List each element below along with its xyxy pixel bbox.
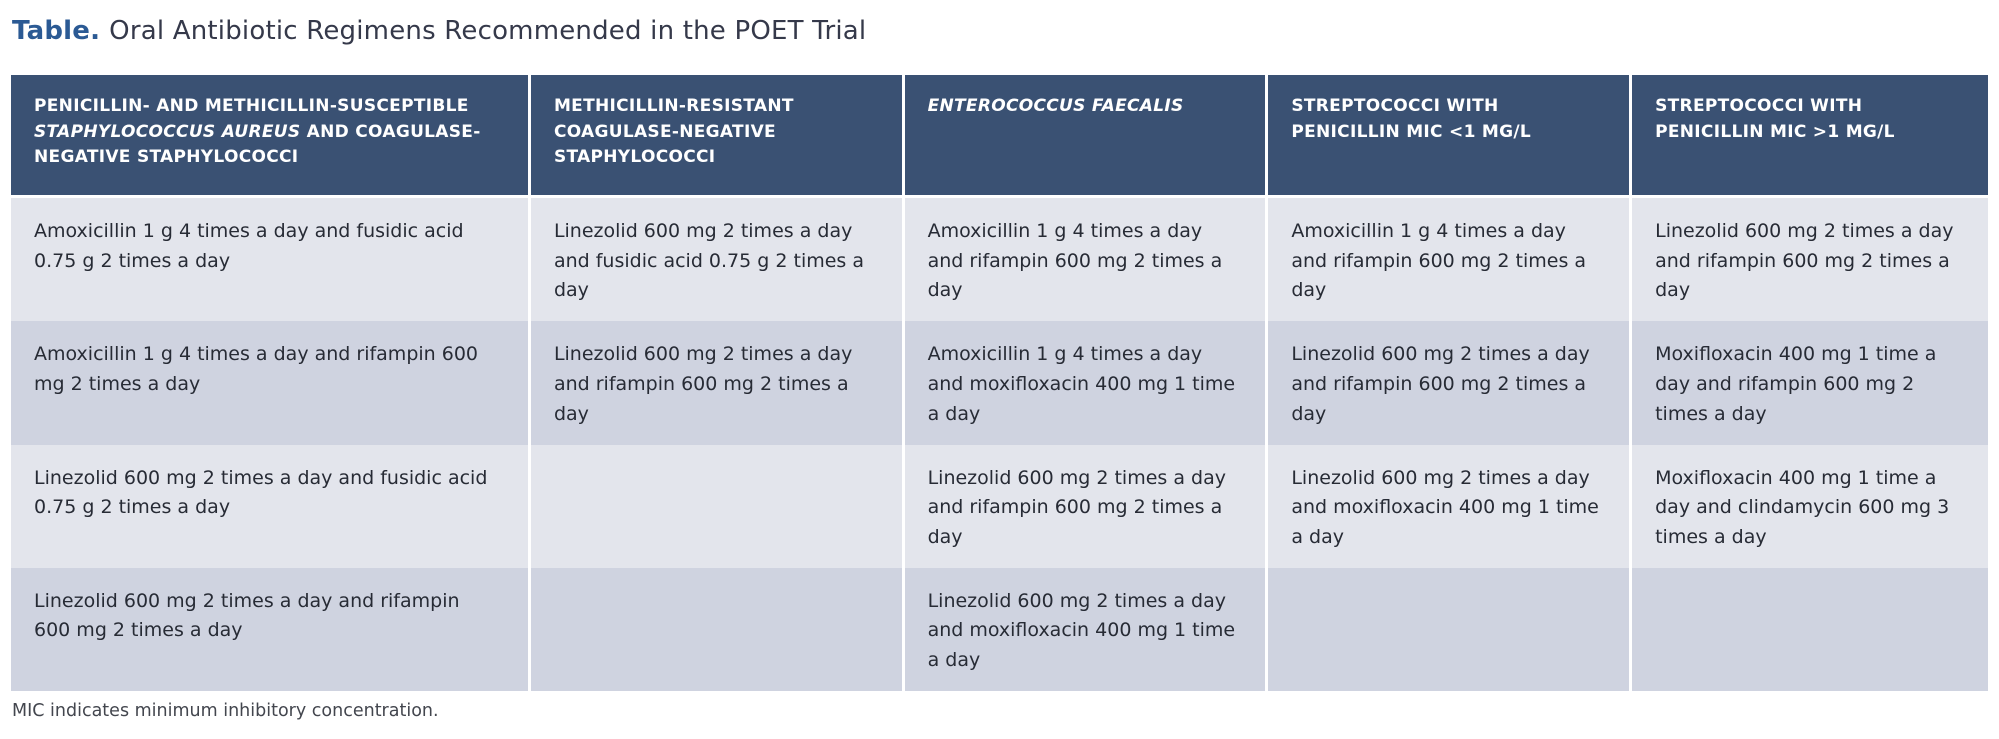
header-text: STREPTOCOCCI WITH — [1655, 96, 1863, 116]
header-text-italic: ENTEROCOCCUS FAECALIS — [927, 96, 1184, 116]
regimen-cell-empty — [1268, 567, 1633, 691]
regimen-cell: Linezolid 600 mg 2 times a day and rifam… — [1632, 198, 1988, 322]
regimen-cell-empty — [530, 444, 905, 568]
regimen-cell: Linezolid 600 mg 2 times a day and rifam… — [904, 444, 1269, 568]
table-footnote: MIC indicates minimum inhibitory concent… — [12, 701, 439, 721]
regimen-cell: Linezolid 600 mg 2 times a day and rifam… — [530, 321, 905, 445]
table-title-label: Table. — [12, 16, 101, 46]
regimen-cell-empty — [1632, 567, 1988, 691]
header-text: AND COAGULASE-NEGATIVE STAPHYLOCOCCI — [34, 121, 481, 168]
regimen-cell: Linezolid 600 mg 2 times a day and fusid… — [11, 444, 531, 568]
regimen-cell: Linezolid 600 mg 2 times a day and rifam… — [1268, 321, 1633, 445]
table-title: Table. Oral Antibiotic Regimens Recommend… — [12, 16, 866, 46]
regimen-cell: Linezolid 600 mg 2 times a day and fusid… — [530, 198, 905, 322]
header-text: METHICILLIN-RESISTANT COAGULASE-NEGATIVE… — [553, 96, 794, 167]
regimen-cell: Linezolid 600 mg 2 times a day and rifam… — [11, 567, 531, 691]
regimen-cell: Moxifloxacin 400 mg 1 time a day and cli… — [1632, 444, 1988, 568]
regimen-cell: Amoxicillin 1 g 4 times a day and rifamp… — [904, 198, 1269, 322]
column-header-strep-mic-gt1: STREPTOCOCCI WITH PENICILLIN MIC >1 MG/L — [1632, 75, 1988, 198]
header-text: PENICILLIN MIC >1 MG/L — [1655, 121, 1895, 142]
regimen-cell: Amoxicillin 1 g 4 times a day and rifamp… — [1268, 198, 1633, 322]
regimen-cell: Linezolid 600 mg 2 times a day and moxif… — [1268, 444, 1633, 568]
regimen-cell: Amoxicillin 1 g 4 times a day and rifamp… — [11, 321, 531, 445]
header-text: STREPTOCOCCI WITH — [1291, 96, 1499, 116]
regimen-cell-empty — [530, 567, 905, 691]
column-header-e-faecalis: ENTEROCOCCUS FAECALIS — [904, 75, 1269, 198]
antibiotic-regimen-table: PENICILLIN- AND METHICILLIN-SUSCEPTIBLE … — [11, 75, 1988, 691]
column-header-msssa-cons: PENICILLIN- AND METHICILLIN-SUSCEPTIBLE … — [11, 75, 531, 198]
regimen-cell: Amoxicillin 1 g 4 times a day and moxifl… — [904, 321, 1269, 445]
regimen-cell: Moxifloxacin 400 mg 1 time a day and rif… — [1632, 321, 1988, 445]
column-header-strep-mic-lt1: STREPTOCOCCI WITH PENICILLIN MIC <1 MG/L — [1268, 75, 1633, 198]
regimen-cell: Amoxicillin 1 g 4 times a day and fusidi… — [11, 198, 531, 322]
header-text-italic: STAPHYLOCOCCUS AUREUS — [34, 121, 301, 142]
column-header-mr-cons: METHICILLIN-RESISTANT COAGULASE-NEGATIVE… — [530, 75, 905, 198]
header-text: PENICILLIN- AND METHICILLIN-SUSCEPTIBLE — [34, 96, 469, 116]
regimen-cell: Linezolid 600 mg 2 times a day and moxif… — [904, 567, 1269, 691]
header-text: PENICILLIN MIC <1 MG/L — [1291, 121, 1532, 142]
table-title-text: Oral Antibiotic Regimens Recommended in … — [109, 16, 867, 46]
